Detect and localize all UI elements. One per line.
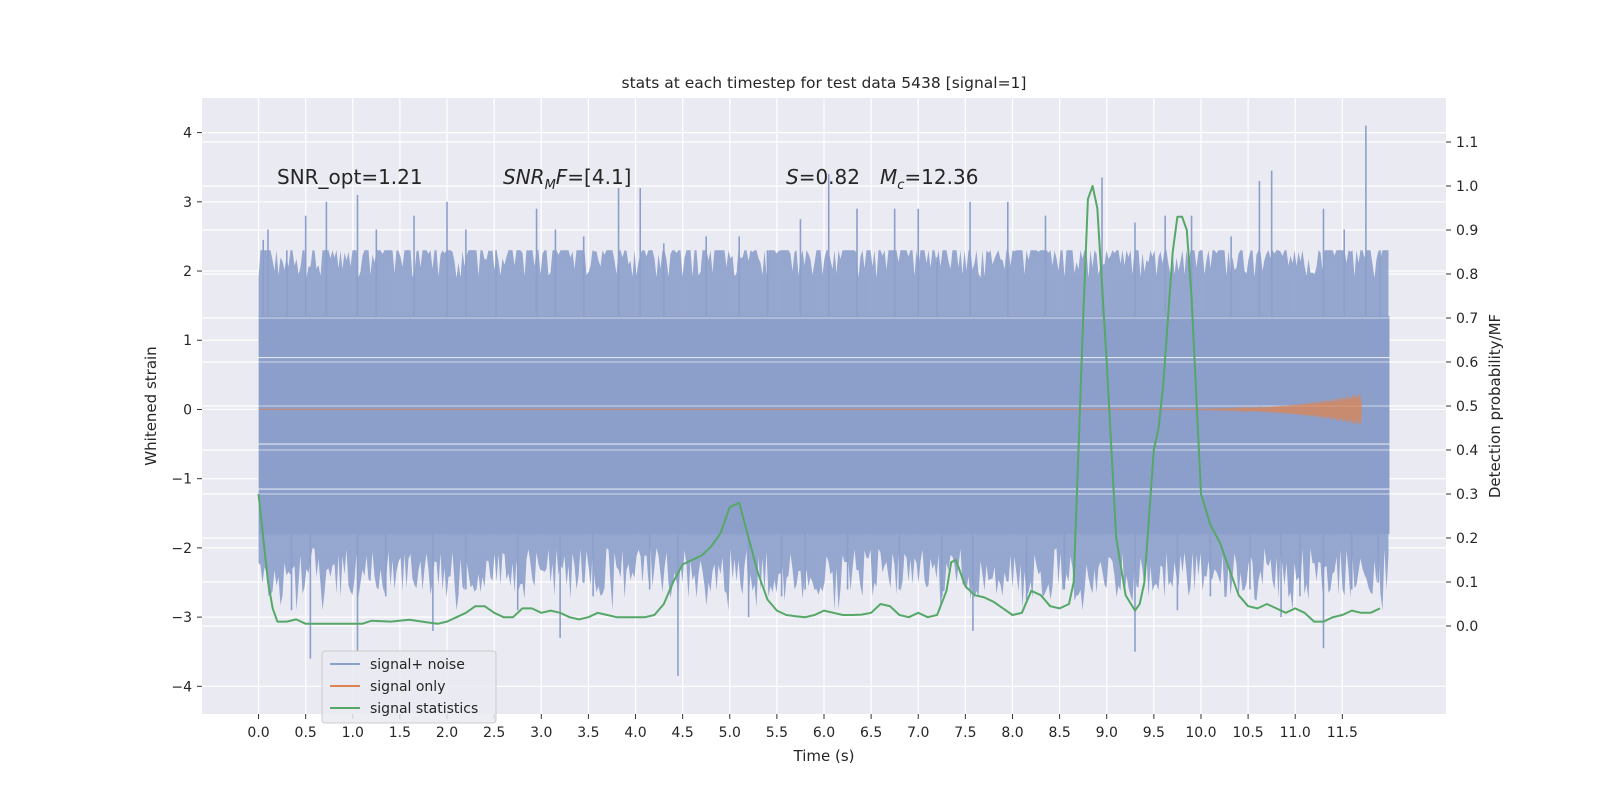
y-left-tick-label: 2	[183, 264, 192, 280]
y-right-tick-label: 0.4	[1456, 443, 1478, 459]
signal-plus-noise-series	[258, 125, 1390, 676]
x-tick-label: 9.5	[1143, 725, 1165, 741]
annotation-mc: Mc=12.36	[880, 165, 978, 193]
x-tick-label: 8.5	[1048, 725, 1070, 741]
signal-statistics-series	[257, 185, 1381, 625]
y-right-tick-label: 0.6	[1456, 355, 1478, 371]
x-tick-label: 3.5	[577, 725, 599, 741]
legend: signal+ noise signal only signal statist…	[321, 650, 497, 724]
y-axis-right-ticks: 1.1 1.0 0.9 0.8 0.7 0.6 0.5 0.4 0.3 0.2 0.1 0.0	[1446, 135, 1478, 635]
y-left-tick-label: −3	[171, 610, 192, 626]
y-left-tick-label: 3	[183, 195, 192, 211]
x-tick-label: 6.5	[860, 725, 882, 741]
x-tick-label: 11.5	[1327, 725, 1358, 741]
y-left-tick-label: −4	[171, 679, 192, 695]
y-axis-left-label: Whitened strain	[142, 346, 160, 465]
y-left-tick-label: −1	[171, 472, 192, 488]
x-tick-label: 4.5	[672, 725, 694, 741]
y-right-tick-label: 0.7	[1456, 311, 1478, 327]
y-right-tick-label: 1.1	[1456, 135, 1478, 151]
x-tick-label: 6.0	[813, 725, 835, 741]
y-left-tick-label: 0	[183, 402, 192, 418]
y-right-tick-label: 0.5	[1456, 399, 1478, 415]
y-right-tick-label: 0.8	[1456, 267, 1478, 283]
x-tick-label: 7.5	[954, 725, 976, 741]
annotation-s: S=0.82	[786, 165, 860, 189]
x-tick-label: 1.5	[389, 725, 411, 741]
signal-only-series	[258, 394, 1362, 425]
legend-label-signal-statistics: signal statistics	[370, 701, 478, 717]
y-axis-right-label: Detection probability/MF	[1486, 314, 1504, 498]
x-tick-label: 10.0	[1185, 725, 1216, 741]
x-tick-label: 1.0	[342, 725, 364, 741]
x-tick-label: 0.5	[295, 725, 317, 741]
annotation-snr-mf: SNRMF=[4.1]	[503, 165, 631, 193]
chart-title: stats at each timestep for test data 543…	[622, 74, 1027, 92]
x-tick-label: 10.5	[1233, 725, 1264, 741]
x-axis-label: Time (s)	[793, 747, 855, 765]
y-axis-left-ticks: 4 3 2 1 0 −1 −2 −3 −4	[171, 126, 202, 695]
legend-box	[321, 650, 497, 724]
y-left-tick-label: −2	[171, 541, 192, 557]
legend-label-signal-only: signal only	[370, 679, 445, 695]
y-left-tick-label: 4	[183, 126, 192, 142]
x-tick-label: 5.0	[719, 725, 741, 741]
x-tick-label: 3.0	[530, 725, 552, 741]
y-left-tick-label: 1	[183, 333, 192, 349]
x-tick-label: 11.0	[1280, 725, 1311, 741]
x-tick-label: 9.0	[1096, 725, 1118, 741]
y-right-tick-label: 0.3	[1456, 487, 1478, 503]
x-tick-label: 4.0	[624, 725, 646, 741]
y-right-tick-label: 0.1	[1456, 575, 1478, 591]
x-tick-label: 2.5	[483, 725, 505, 741]
y-right-tick-label: 0.9	[1456, 223, 1478, 239]
x-tick-label: 7.0	[907, 725, 929, 741]
signal-statistics-line	[257, 185, 1381, 625]
x-tick-label: 0.0	[247, 725, 269, 741]
x-tick-label: 2.0	[436, 725, 458, 741]
y-right-tick-label: 0.0	[1456, 619, 1478, 635]
signal-noise-core	[258, 316, 1390, 535]
legend-label-signal-noise: signal+ noise	[370, 657, 465, 673]
signal-only-line	[258, 394, 1362, 425]
y-right-tick-label: 1.0	[1456, 179, 1478, 195]
x-tick-label: 8.0	[1001, 725, 1023, 741]
annotation-snr-opt: SNR_opt=1.21	[277, 165, 423, 189]
y-right-tick-label: 0.2	[1456, 531, 1478, 547]
x-tick-label: 5.5	[766, 725, 788, 741]
